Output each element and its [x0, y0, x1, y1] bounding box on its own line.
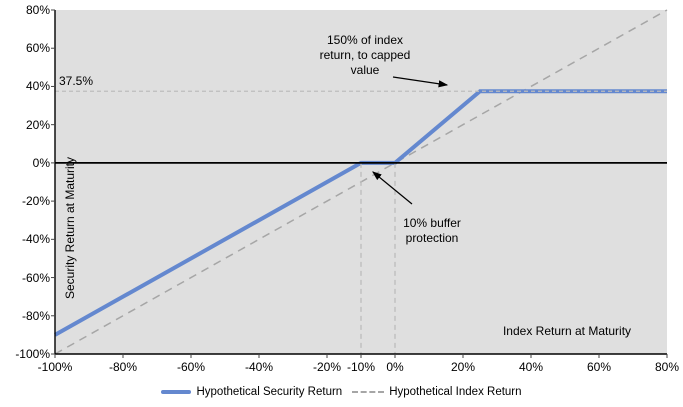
y-tick-label: 20%	[25, 117, 50, 132]
cap-annotation-line1: 150% of index	[326, 33, 404, 47]
x-tick-label: -80%	[108, 360, 137, 374]
legend-label-security-return: Hypothetical Security Return	[196, 386, 343, 398]
cap-value-label: 37.5%	[59, 74, 94, 88]
dashed-line-swatch-icon	[352, 391, 385, 393]
buffer-annotation: 10% buffer protection	[372, 216, 492, 246]
buffer-annotation-line1: 10% buffer	[403, 216, 461, 230]
x-tick-label: 40%	[518, 360, 544, 374]
x-tick-label: 80%	[654, 360, 680, 374]
y-tick-label: 80%	[25, 3, 50, 17]
x-tick-label: 0%	[386, 360, 404, 374]
y-tick-label: 0%	[32, 155, 50, 170]
legend-item-security-return: Hypothetical Security Return	[161, 386, 342, 398]
x-axis-title: Index Return at Maturity	[502, 324, 632, 338]
cap-annotation-line2: return, to capped	[319, 48, 411, 62]
solid-line-swatch-icon	[161, 390, 192, 394]
x-tick-label: -40%	[244, 360, 273, 374]
cap-annotation-line3: value	[350, 63, 380, 77]
y-tick-label: 60%	[25, 41, 50, 56]
y-tick-label: -40%	[21, 232, 50, 247]
x-tick-label: -100%	[37, 360, 73, 374]
y-tick-label: -60%	[21, 270, 50, 285]
x-tick-label: 20%	[450, 360, 476, 374]
buffer-annotation-line2: protection	[405, 231, 459, 245]
y-tick-label: -20%	[21, 194, 50, 209]
cap-annotation: 150% of index return, to capped value	[304, 33, 426, 78]
x-tick-label: -10%	[346, 360, 375, 374]
y-tick-label: -80%	[21, 308, 50, 323]
cap-arrow	[392, 76, 449, 88]
buffer-arrow	[372, 171, 413, 205]
y-axis-title: Security Return at Maturity	[63, 156, 77, 300]
legend-item-index-return: Hypothetical Index Return	[352, 386, 522, 398]
x-tick-label: -20%	[312, 360, 341, 374]
x-tick-label: 60%	[586, 360, 612, 374]
legend-label-index-return: Hypothetical Index Return	[389, 386, 522, 398]
x-tick-label: -60%	[176, 360, 205, 374]
y-tick-label: -100%	[15, 347, 50, 361]
legend: Hypothetical Security Return Hypothetica…	[0, 386, 683, 398]
y-tick-label: 40%	[25, 79, 50, 94]
